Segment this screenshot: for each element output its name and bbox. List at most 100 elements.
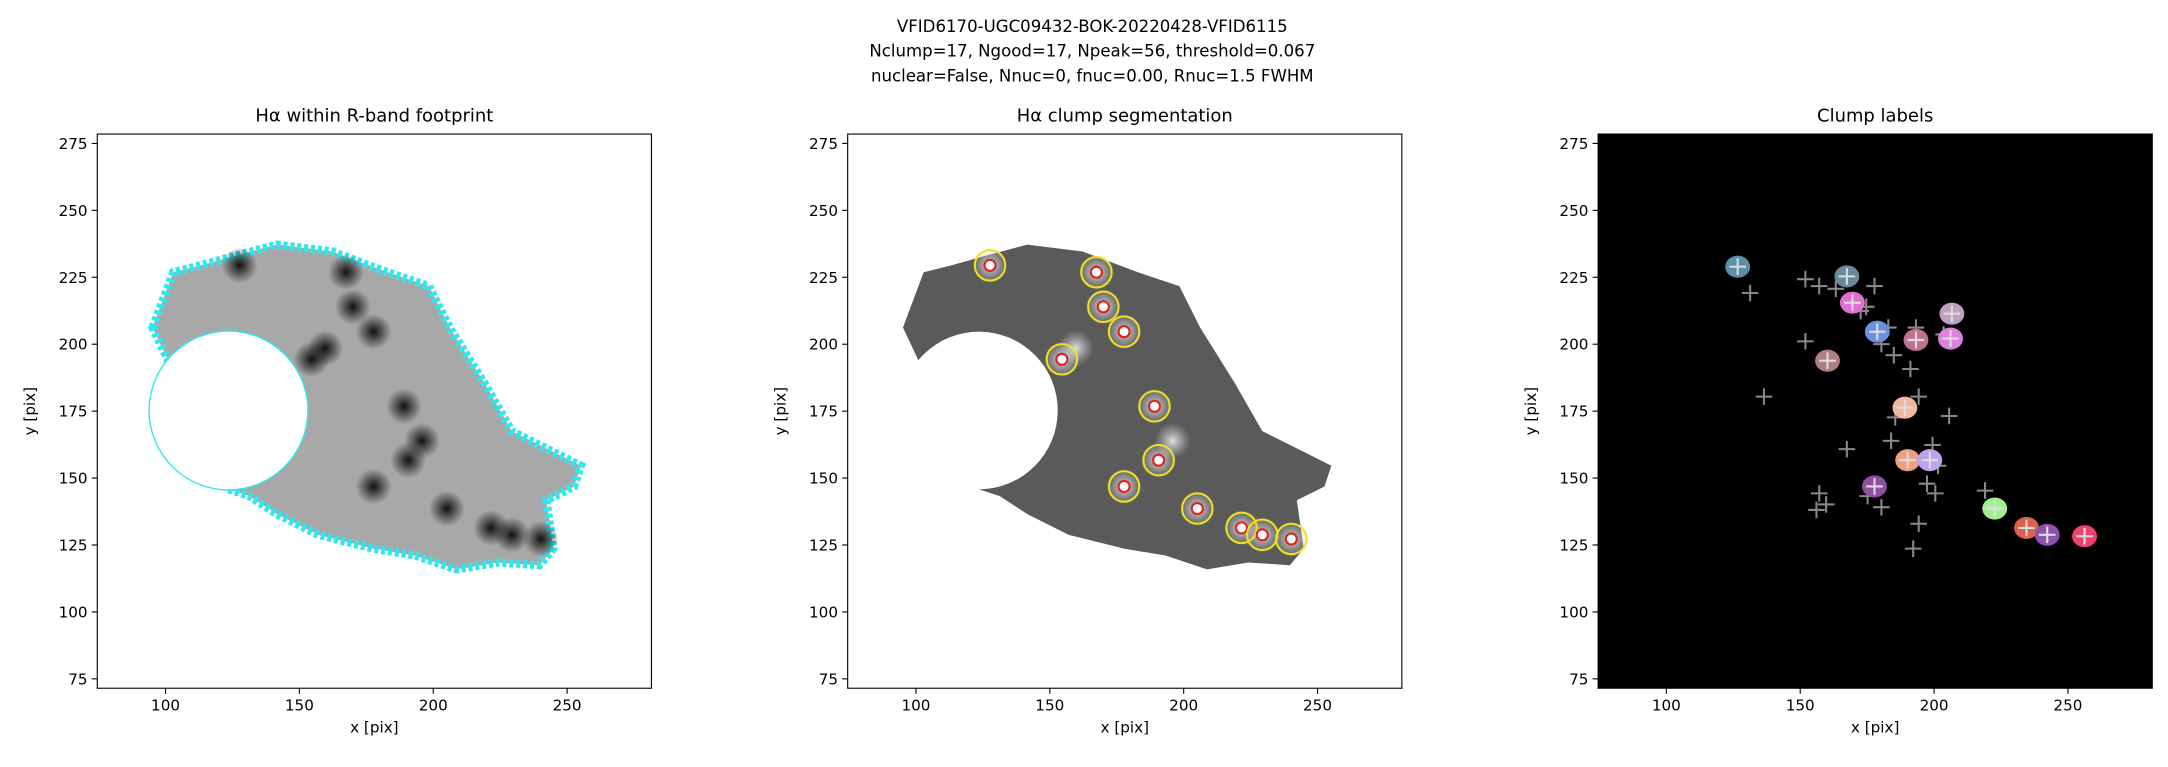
x-tick-label: 250 [1303, 696, 1332, 714]
y-tick-label: 225 [809, 269, 838, 287]
clump-center [1729, 258, 1746, 276]
x-tick-label: 100 [901, 696, 930, 714]
x-tick-label: 200 [1169, 696, 1198, 714]
peak-marker [1885, 346, 1903, 364]
y-tick-label: 150 [1559, 470, 1588, 488]
clump-contour [973, 249, 1007, 282]
y-tick-label: 150 [59, 470, 88, 488]
suptitle-line: VFID6170-UGC09432-BOK-20220428-VFID6115 [897, 17, 1288, 36]
clump-peak [1190, 502, 1204, 516]
peak-marker [1940, 407, 1958, 425]
clump-center [2038, 526, 2056, 544]
panel: 100 150 200 250 75 100 125 150 175 200 225 250 275 Cl… [1522, 106, 2153, 736]
peak-marker [1808, 501, 1825, 519]
peak-marker [1797, 333, 1814, 350]
peak-marker [1927, 485, 1944, 502]
clump-peak [1255, 528, 1269, 542]
y-tick-label: 275 [809, 135, 838, 153]
x-tick-label: 150 [1035, 696, 1064, 714]
clump-contour [1107, 315, 1141, 348]
x-tick-label: 250 [553, 696, 582, 714]
clump-center [1921, 451, 1939, 469]
peak-marker [1797, 270, 1814, 288]
galaxy [148, 240, 587, 574]
y-tick-label: 225 [1559, 269, 1588, 287]
clump-peak [1234, 521, 1249, 535]
galaxy [902, 244, 1332, 570]
clump-center [1942, 330, 1959, 347]
y-tick-label: 175 [59, 403, 88, 421]
clump-center [1899, 451, 1916, 469]
clump-center [1819, 352, 1836, 369]
peak-marker [1873, 498, 1890, 516]
y-tick-label: 125 [809, 537, 838, 555]
x-axis-label: x [pix] [1851, 718, 1900, 736]
x-tick-label: 200 [1920, 696, 1949, 714]
y-tick-label: 75 [68, 670, 87, 688]
clump-center [1844, 294, 1861, 311]
peak-marker [1910, 388, 1928, 405]
clump-center [1896, 399, 1914, 416]
y-tick-label: 200 [809, 336, 838, 354]
peak-marker [1810, 485, 1828, 502]
clump-peak [1117, 325, 1131, 339]
suptitle-line: nuclear=False, Nnuc=0, fnuc=0.00, Rnuc=1… [871, 67, 1314, 86]
peak-marker [1838, 440, 1856, 458]
clump-blob [1154, 422, 1191, 459]
peak-marker [1902, 360, 1919, 378]
clump-blob [328, 254, 364, 291]
x-tick-label: 250 [2053, 696, 2082, 714]
clump-peak [1147, 399, 1162, 413]
clump-blob [221, 247, 258, 284]
clump-contour [1181, 492, 1214, 525]
y-tick-label: 125 [1559, 537, 1588, 555]
y-tick-label: 100 [59, 603, 88, 621]
y-tick-label: 150 [809, 470, 838, 488]
image [1598, 134, 2153, 689]
clump-contour [1275, 522, 1308, 556]
x-tick-label: 100 [151, 696, 180, 714]
clump-blob [307, 330, 344, 367]
x-tick-label: 200 [419, 696, 448, 714]
clump-peak [1117, 479, 1131, 494]
y-tick-label: 100 [809, 603, 838, 621]
clump-contour [1142, 443, 1175, 477]
y-tick-label: 250 [809, 202, 838, 220]
axes-title: Hα within R-band footprint [255, 106, 493, 127]
peak-marker [1741, 284, 1759, 302]
y-tick-label: 225 [59, 269, 88, 287]
y-tick-label: 75 [1569, 670, 1588, 688]
clump-contour [1087, 290, 1120, 324]
y-tick-label: 175 [1559, 403, 1588, 421]
background [1598, 134, 2153, 689]
x-tick-label: 100 [1652, 696, 1681, 714]
clump-center [1838, 268, 1856, 285]
y-tick-label: 200 [59, 336, 88, 354]
y-tick-label: 250 [1559, 202, 1588, 220]
peak-marker [1904, 540, 1922, 557]
clump-peak [1055, 352, 1069, 366]
clump-contour [1045, 343, 1079, 376]
panel: 100 150 200 250 75 100 125 150 175 200 225 250 275 Hα… [771, 106, 1403, 736]
clump-blob [493, 516, 530, 553]
y-tick-label: 75 [819, 670, 838, 688]
y-tick-label: 250 [59, 202, 88, 220]
clump-peak [1284, 532, 1298, 546]
clump-center [1868, 323, 1886, 340]
clump-blob [428, 490, 465, 527]
clump-contour [1080, 256, 1113, 289]
clump-center [1943, 305, 1961, 323]
y-axis-label: y [pix] [771, 387, 789, 436]
peak-marker [1976, 482, 1994, 499]
x-axis-label: x [pix] [1101, 718, 1150, 736]
peak-marker [1866, 277, 1883, 295]
clump-blob [355, 468, 392, 505]
peak-marker [1817, 496, 1835, 513]
y-tick-label: 275 [59, 135, 88, 153]
clump-blob [522, 521, 559, 557]
y-tick-label: 175 [809, 403, 838, 421]
clump-peak [1096, 300, 1110, 314]
y-axis-label: y [pix] [21, 387, 39, 436]
peak-marker [1882, 432, 1900, 450]
y-tick-label: 200 [1559, 336, 1588, 354]
